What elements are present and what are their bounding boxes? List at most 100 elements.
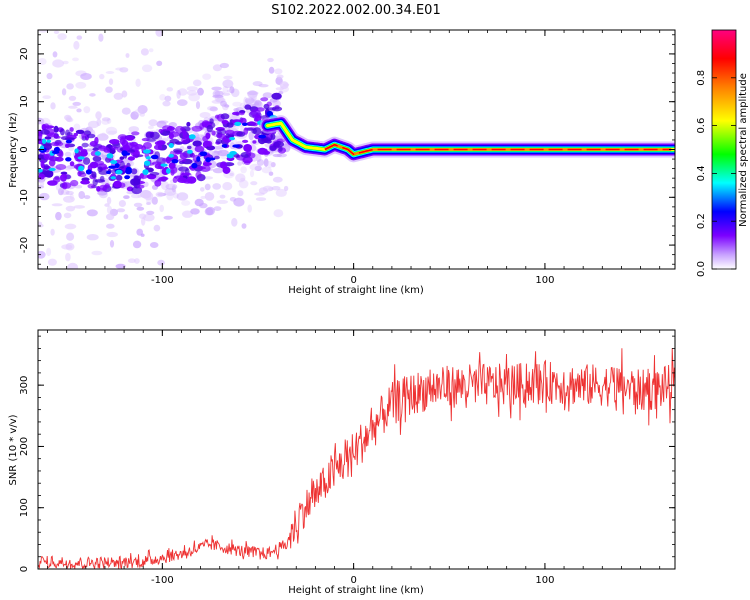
heatmap-cell [244,154,249,158]
heatmap-cell [153,144,163,150]
heatmap-cell [50,102,56,110]
heatmap-cell [51,203,63,207]
heatmap-cell [111,145,117,150]
heatmap-cell [46,247,52,257]
heatmap-cell [164,187,177,196]
heatmap-cell [166,87,174,92]
heatmap-cell [225,133,230,139]
heatmap-cell [96,186,101,192]
y-tick-label: 10 [19,95,30,108]
heatmap-cell [127,149,135,153]
heatmap-cell [249,169,255,178]
heatmap-cell [141,137,150,142]
heatmap-cell [254,165,262,171]
heatmap-cell [48,158,56,167]
heatmap-cell [192,79,202,87]
heatmap-cell [52,51,58,58]
heatmap-cell [237,190,244,197]
heatmap-cell [197,87,204,96]
heatmap-cell [83,157,91,165]
heatmap-cell [229,197,237,202]
heatmap-cell [38,173,45,180]
heatmap-cell [65,190,74,196]
heatmap-cell [209,118,214,124]
heatmap-cell [127,258,136,264]
heatmap-cell [145,156,151,160]
heatmap-cell [65,157,72,162]
heatmap-cell [180,171,185,176]
heatmap-cell [208,157,216,161]
heatmap-cell [223,75,233,80]
heatmap-cell [108,165,117,169]
x-tick-label: 100 [535,275,554,286]
heatmap-cell [59,128,65,136]
x-tick-label: -100 [151,575,174,586]
heatmap-cell [258,84,269,88]
heatmap-cell [267,160,273,169]
heatmap-cell [158,128,164,134]
heatmap-cell [123,214,129,220]
heatmap-cell [128,291,137,297]
heatmap-cell [192,140,202,147]
heatmap-cell [105,86,113,93]
heatmap-cell [91,250,103,256]
heatmap-ridge-core [324,143,672,156]
colorbar-tick-label: 0.8 [696,70,707,86]
heatmap-cell [195,166,207,170]
heatmap-cell [257,147,268,155]
heatmap-cell [243,144,253,152]
heatmap-cell [119,67,129,73]
heatmap-cell [146,210,155,215]
heatmap-cell [96,133,109,141]
heatmap-cell [268,66,275,74]
heatmap-cell [78,191,85,199]
heatmap-cell [244,97,255,104]
heatmap-cell [85,169,92,175]
heatmap-cell [168,131,180,137]
heatmap-cell [47,180,58,186]
heatmap-cell [136,184,145,189]
snr-frame [37,329,676,570]
heatmap-cell [66,117,74,123]
heatmap-cell [127,156,135,161]
heatmap-cell [219,62,229,69]
heatmap-cell [186,176,197,184]
heatmap-cell [125,135,135,141]
heatmap-cell [48,167,56,172]
heatmap-cell [92,156,102,162]
heatmap-cell [67,262,79,269]
heatmap-cell [158,176,169,181]
heatmap-cell [130,178,141,186]
x-tick-label: -100 [151,275,174,286]
heatmap-cell [248,131,254,141]
heatmap-cell [150,154,159,160]
heatmap-cell [87,183,95,189]
heatmap-cell [196,156,201,162]
heatmap-cell [74,148,79,154]
heatmap-cell [105,71,115,74]
heatmap-cell [106,153,114,159]
heatmap-cell [258,134,267,139]
heatmap-cell [151,196,158,205]
heatmap-cell [60,171,68,175]
y-tick-label: -20 [19,237,30,253]
heatmap-cell [204,192,215,201]
heatmap-cell [39,192,50,201]
heatmap-cell [251,96,256,102]
snr-series-line [38,348,675,569]
heatmap-cell [115,67,124,71]
heatmap-cell [81,132,86,139]
heatmap-cell [242,122,248,127]
heatmap-cell [202,162,212,166]
heatmap-cell [105,213,115,221]
heatmap-cell [110,160,118,165]
heatmap-cell [65,139,72,144]
heatmap-cell [83,106,91,114]
heatmap-cell [187,149,193,154]
heatmap-cell [176,89,181,99]
heatmap-cell [241,223,247,229]
heatmap-cell [236,131,246,137]
heatmap-cell [232,101,242,107]
heatmap-cell [42,95,51,99]
